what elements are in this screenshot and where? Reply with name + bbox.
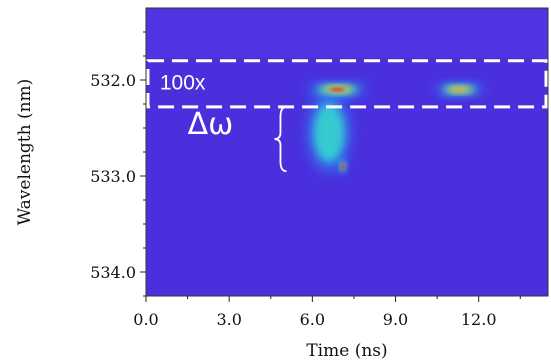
feature-main-line-pulse-1 (307, 83, 368, 97)
x-tick-label: 3.0 (216, 310, 241, 329)
broadening-label: Δω (188, 107, 234, 142)
feature-broadened-tail (308, 93, 350, 172)
plot-area (146, 8, 548, 296)
feature-main-line-pulse-2 (434, 83, 484, 96)
y-tick-label: 532.0 (90, 71, 136, 90)
features-layer (307, 83, 484, 173)
y-axis-title: Wavelength (nm) (15, 79, 35, 226)
x-tick-label: 0.0 (133, 310, 158, 329)
x-tick-label: 9.0 (383, 310, 408, 329)
feature-layer-main-line-pulse-1-4 (330, 88, 345, 92)
x-tick-label: 12.0 (461, 310, 497, 329)
x-tick-label: 6.0 (300, 310, 325, 329)
upper-band (146, 8, 548, 58)
x-axis-title: Time (ns) (306, 341, 387, 361)
x-axis: 0.0 3.0 6.0 9.0 12.0 (133, 296, 521, 329)
feature-layer-broadened-tail-1 (313, 104, 345, 162)
y-tick-label: 533.0 (90, 167, 136, 186)
feature-layer-hot-spot-4 (341, 164, 345, 168)
gain-label: 100x (160, 71, 206, 94)
feature-hot-spot (339, 159, 347, 173)
feature-layer-main-line-pulse-2-3 (450, 87, 469, 92)
plot-background (146, 8, 548, 296)
gain-region-box (146, 59, 548, 109)
y-tick-label: 534.0 (90, 263, 136, 282)
y-axis: 532.0 533.0 534.0 (90, 31, 146, 297)
